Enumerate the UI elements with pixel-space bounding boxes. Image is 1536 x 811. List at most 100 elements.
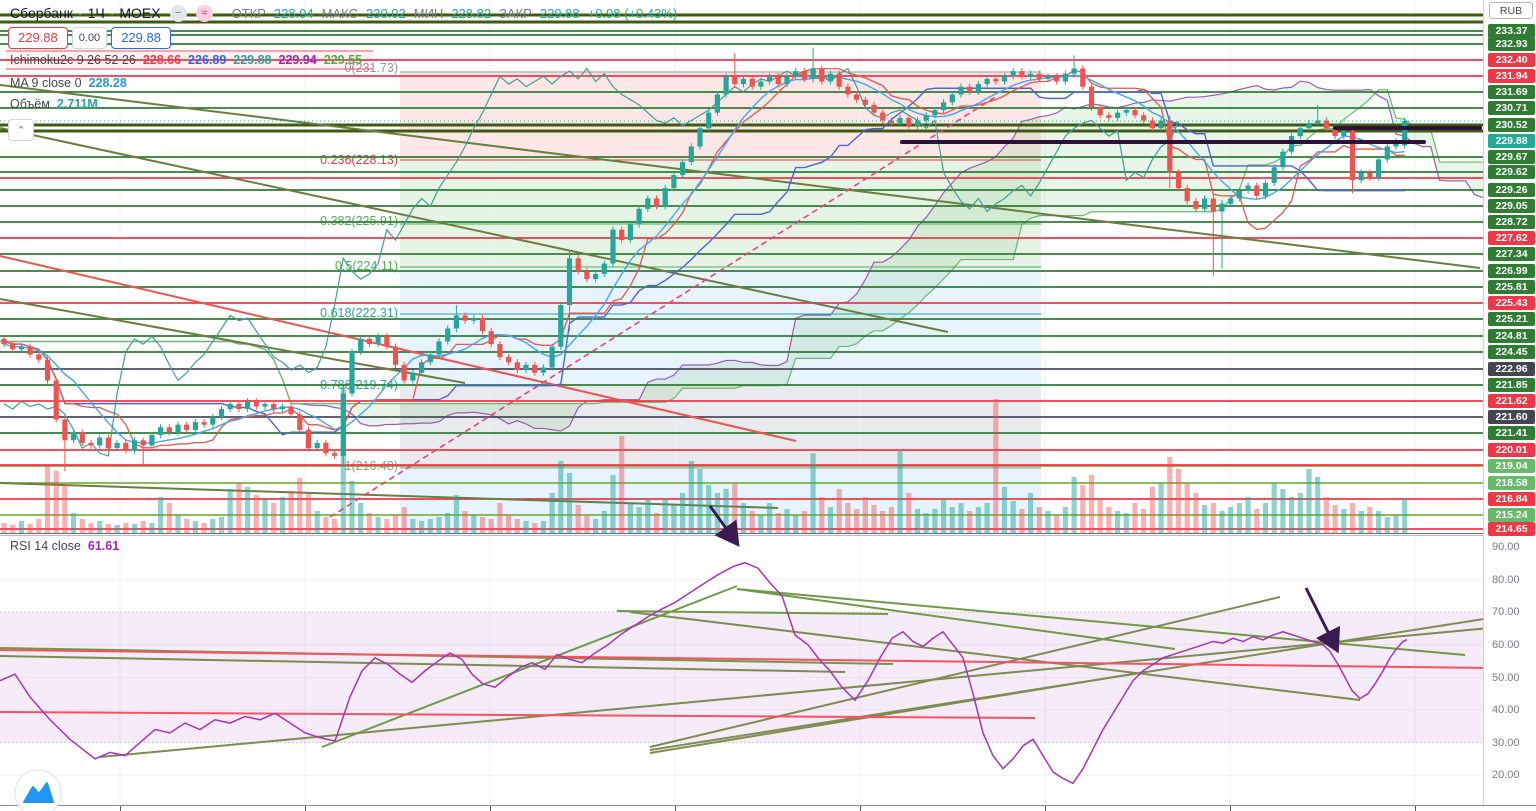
header-separator: ·: [77, 5, 83, 21]
order-panel: 229.88 0.00 229.88: [8, 27, 171, 49]
candle-body: [1219, 203, 1225, 212]
ma-legend: MA 9 close 0 228.28: [10, 75, 127, 91]
candle-body: [949, 94, 955, 103]
fib-label: 0.382(225.91): [320, 214, 398, 228]
time-axis[interactable]: [0, 805, 1536, 811]
candle-body: [923, 115, 929, 121]
candle-body: [627, 224, 633, 241]
trend-line[interactable]: [0, 298, 466, 384]
fib-label: 0.618(222.31): [320, 306, 398, 320]
price-axis[interactable]: RUB 233.37 232.93 232.40 231.94 231.69 230.71…: [1483, 0, 1536, 805]
volume-bar: [314, 511, 320, 533]
rsi-trend-line[interactable]: [0, 711, 1036, 719]
volume-bar: [88, 523, 94, 533]
volume-bar: [419, 521, 425, 533]
time-axis-tick: [1230, 806, 1231, 811]
candle-body: [619, 229, 625, 241]
volume-value: 2.711M: [56, 97, 98, 111]
price-axis-label: 225.81: [1488, 280, 1535, 294]
candle-body: [1297, 128, 1303, 137]
candle-body: [288, 406, 294, 415]
rsi-trend-line[interactable]: [629, 611, 1361, 701]
candle-body: [871, 104, 877, 113]
trend-line[interactable]: [329, 95, 998, 518]
volume-bar: [1376, 511, 1382, 533]
rsi-trend-line[interactable]: [616, 610, 889, 615]
volume-bar: [619, 436, 625, 533]
interval-button[interactable]: 1Ч: [87, 5, 105, 21]
rsi-trend-line[interactable]: [736, 588, 1466, 656]
sell-button[interactable]: 229.88: [8, 27, 68, 49]
ichimoku-title[interactable]: Ichimoku2c 9 26 52 26: [10, 53, 136, 67]
candle-body: [706, 112, 712, 129]
volume-bar: [462, 511, 468, 533]
minus-icon[interactable]: −: [169, 4, 187, 22]
volume-bar: [1402, 499, 1408, 533]
candle-body: [801, 71, 807, 79]
candle-body: [1106, 115, 1112, 118]
volume-title[interactable]: Объём: [10, 97, 50, 111]
volume-bar: [662, 499, 668, 533]
volume-bar: [453, 495, 459, 533]
buy-button[interactable]: 229.88: [111, 27, 171, 49]
rsi-pane[interactable]: [0, 535, 1483, 805]
candle-body: [1097, 107, 1103, 116]
candle-body: [1254, 185, 1260, 196]
volume-bar: [1367, 507, 1373, 533]
price-axis-label: 230.52: [1488, 118, 1535, 132]
volume-bar: [740, 503, 747, 533]
time-axis-tick: [305, 806, 306, 811]
volume-bar: [888, 507, 894, 533]
volume-bar: [227, 489, 233, 533]
rsi-axis-label: 90.00: [1492, 541, 1520, 553]
currency-button[interactable]: RUB: [1489, 2, 1533, 19]
volume-bar: [175, 515, 181, 533]
volume-bar: [427, 519, 433, 533]
volume-bar: [1210, 503, 1216, 533]
price-axis-label: 225.21: [1488, 312, 1535, 326]
volume-bar: [1167, 457, 1173, 533]
ma-title[interactable]: MA 9 close 0: [10, 76, 82, 90]
rsi-trend-line[interactable]: [736, 588, 1176, 650]
volume-layer: [0, 387, 1483, 534]
candle-body: [1062, 73, 1068, 82]
rsi-trend-line[interactable]: [649, 671, 1146, 754]
collapse-panel-button[interactable]: ⌃: [8, 119, 34, 141]
candle-body: [784, 76, 790, 85]
rsi-title[interactable]: RSI 14 close: [10, 539, 81, 553]
rsi-trend-line[interactable]: [0, 649, 1483, 669]
candle-body: [775, 76, 781, 85]
volume-bar: [297, 478, 303, 533]
volume-bar: [305, 493, 312, 533]
volume-bar: [601, 511, 607, 533]
candle-body: [1323, 120, 1329, 129]
volume-bar: [793, 515, 799, 533]
approx-icon[interactable]: ≈: [195, 4, 213, 22]
candle-body: [506, 357, 512, 363]
volume-bar: [566, 473, 573, 533]
candle-body: [114, 442, 120, 449]
candle-body: [993, 78, 999, 82]
volume-bar: [671, 505, 677, 533]
rsi-trend-line[interactable]: [99, 627, 1483, 758]
volume-bar: [1184, 483, 1190, 533]
price-pane[interactable]: 0(231.73)0.236(228.13)0.382(225.91)0.5(2…: [0, 0, 1483, 535]
rsi-trend-line[interactable]: [649, 596, 1281, 748]
volume-bar: [1236, 503, 1242, 533]
rsi-trend-line[interactable]: [0, 655, 846, 673]
volume-bar: [880, 511, 886, 533]
volume-bar: [1193, 493, 1199, 533]
symbol-title[interactable]: Сбербанк: [10, 5, 73, 21]
candle-body: [975, 84, 981, 92]
trend-line[interactable]: [0, 127, 949, 333]
volume-bar: [1202, 505, 1208, 533]
candle-body: [410, 372, 416, 381]
candle-body: [732, 76, 738, 85]
candle-body: [1167, 120, 1173, 173]
candle-body: [1367, 172, 1373, 178]
rsi-trend-line[interactable]: [321, 585, 738, 748]
pane-separator[interactable]: [0, 535, 1483, 536]
trend-line[interactable]: [0, 84, 1481, 269]
candle-body: [427, 354, 433, 363]
time-axis-tick: [1045, 806, 1046, 811]
